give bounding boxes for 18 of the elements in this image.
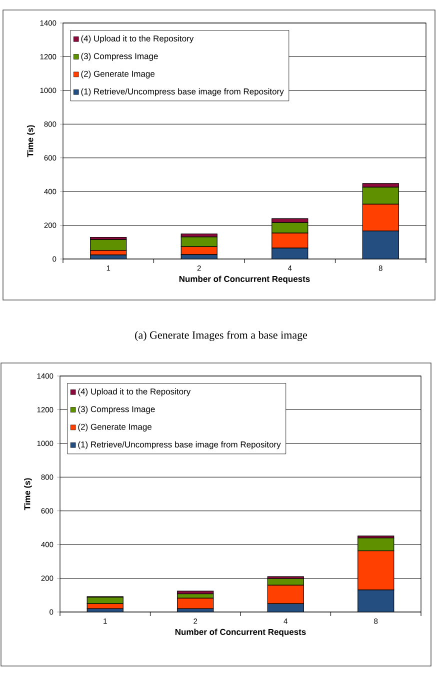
legend-label: (4) Upload it to the Repository [78,388,191,396]
legend-label: (1) Retrieve/Uncompress base image from Repository [78,441,281,450]
legend-label: (3) Compress Image [78,406,155,414]
bar [362,230,399,259]
x-axis-title: Number of Concurrent Requests [179,276,310,284]
legend-label: (2) Generate Image [78,424,152,432]
legend-label: (3) Compress Image [81,52,158,61]
y-axis-title: Time (s) [26,125,35,158]
x-axis-title: Number of Concurrent Requests [175,628,306,637]
bar [177,598,214,609]
bar [272,248,308,259]
legend-label: (2) Generate Image [81,70,155,79]
legend-label: (4) Upload it to the Repository [81,35,194,44]
bar [90,239,127,251]
legend-label: (1) Retrieve/Uncompress base image from Repository [81,88,284,96]
y-axis-title: Time (s) [24,478,32,510]
bar [86,596,124,604]
text: (a) Generate Images from a base image [135,330,308,342]
